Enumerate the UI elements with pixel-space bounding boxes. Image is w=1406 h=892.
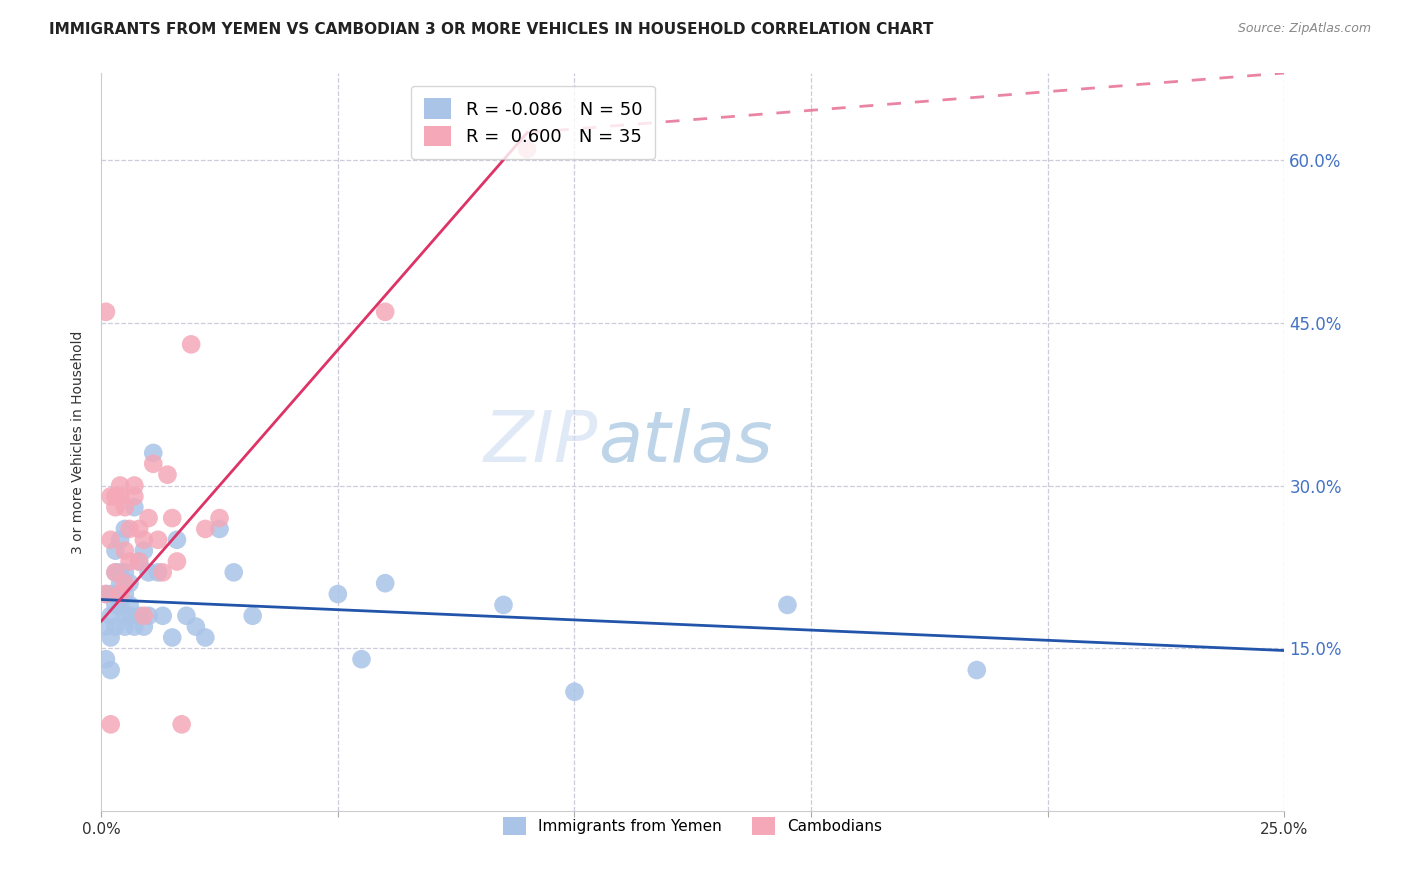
- Point: [114, 522, 136, 536]
- Point: [374, 576, 396, 591]
- Point: [124, 478, 146, 492]
- Point: [104, 489, 127, 503]
- Point: [128, 554, 150, 568]
- Point: [94, 587, 117, 601]
- Point: [104, 566, 127, 580]
- Text: IMMIGRANTS FROM YEMEN VS CAMBODIAN 3 OR MORE VEHICLES IN HOUSEHOLD CORRELATION C: IMMIGRANTS FROM YEMEN VS CAMBODIAN 3 OR …: [49, 22, 934, 37]
- Point: [160, 511, 183, 525]
- Point: [100, 608, 122, 623]
- Point: [108, 576, 131, 591]
- Point: [108, 478, 131, 492]
- Point: [114, 608, 136, 623]
- Point: [170, 717, 193, 731]
- Point: [108, 587, 131, 601]
- Point: [128, 522, 150, 536]
- Point: [156, 467, 179, 482]
- Legend: Immigrants from Yemen, Cambodians: Immigrants from Yemen, Cambodians: [494, 808, 891, 844]
- Point: [132, 533, 155, 547]
- Point: [114, 587, 136, 601]
- Point: [114, 543, 136, 558]
- Point: [108, 533, 131, 547]
- Text: Source: ZipAtlas.com: Source: ZipAtlas.com: [1237, 22, 1371, 36]
- Point: [194, 522, 217, 536]
- Point: [242, 608, 264, 623]
- Text: ZIP: ZIP: [484, 408, 598, 476]
- Point: [160, 631, 183, 645]
- Point: [100, 489, 122, 503]
- Point: [128, 608, 150, 623]
- Point: [108, 566, 131, 580]
- Point: [194, 631, 217, 645]
- Point: [180, 337, 202, 351]
- Point: [104, 566, 127, 580]
- Point: [104, 620, 127, 634]
- Point: [132, 543, 155, 558]
- Text: atlas: atlas: [598, 408, 773, 476]
- Point: [374, 305, 396, 319]
- Point: [94, 587, 117, 601]
- Point: [118, 576, 141, 591]
- Point: [114, 500, 136, 515]
- Point: [118, 554, 141, 568]
- Point: [114, 620, 136, 634]
- Point: [132, 608, 155, 623]
- Point: [492, 598, 515, 612]
- Point: [208, 522, 231, 536]
- Point: [114, 566, 136, 580]
- Point: [146, 533, 169, 547]
- Point: [350, 652, 373, 666]
- Point: [138, 566, 160, 580]
- Point: [100, 587, 122, 601]
- Point: [138, 608, 160, 623]
- Point: [124, 620, 146, 634]
- Point: [142, 446, 165, 460]
- Point: [146, 566, 169, 580]
- Point: [222, 566, 245, 580]
- Point: [208, 511, 231, 525]
- Point: [118, 608, 141, 623]
- Point: [108, 598, 131, 612]
- Point: [966, 663, 988, 677]
- Point: [104, 543, 127, 558]
- Point: [138, 511, 160, 525]
- Point: [100, 533, 122, 547]
- Point: [118, 522, 141, 536]
- Point: [152, 566, 174, 580]
- Point: [166, 554, 188, 568]
- Point: [100, 663, 122, 677]
- Point: [776, 598, 799, 612]
- Point: [326, 587, 349, 601]
- Point: [184, 620, 207, 634]
- Point: [516, 142, 538, 156]
- Point: [152, 608, 174, 623]
- Point: [94, 620, 117, 634]
- Point: [124, 489, 146, 503]
- Point: [124, 500, 146, 515]
- Point: [108, 489, 131, 503]
- Point: [118, 598, 141, 612]
- Point: [104, 598, 127, 612]
- Point: [128, 554, 150, 568]
- Y-axis label: 3 or more Vehicles in Household: 3 or more Vehicles in Household: [72, 330, 86, 554]
- Point: [100, 717, 122, 731]
- Point: [100, 631, 122, 645]
- Point: [142, 457, 165, 471]
- Point: [114, 576, 136, 591]
- Point: [104, 500, 127, 515]
- Point: [94, 305, 117, 319]
- Point: [176, 608, 198, 623]
- Point: [564, 685, 586, 699]
- Point: [94, 652, 117, 666]
- Point: [166, 533, 188, 547]
- Point: [132, 620, 155, 634]
- Point: [104, 587, 127, 601]
